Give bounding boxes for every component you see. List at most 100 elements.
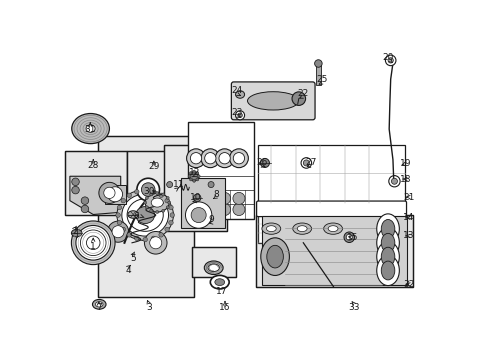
- Ellipse shape: [201, 149, 219, 168]
- Ellipse shape: [166, 181, 172, 188]
- Ellipse shape: [195, 178, 199, 181]
- Ellipse shape: [195, 172, 199, 175]
- Ellipse shape: [193, 194, 201, 202]
- Ellipse shape: [159, 193, 163, 198]
- Ellipse shape: [387, 58, 392, 63]
- Ellipse shape: [117, 190, 173, 240]
- Text: 10: 10: [190, 193, 202, 202]
- Ellipse shape: [266, 246, 283, 268]
- Ellipse shape: [192, 170, 195, 173]
- Text: 30: 30: [143, 187, 154, 196]
- Ellipse shape: [207, 264, 219, 271]
- Ellipse shape: [190, 192, 202, 204]
- Ellipse shape: [151, 189, 156, 194]
- Text: 28: 28: [87, 161, 99, 170]
- Ellipse shape: [185, 202, 211, 228]
- Bar: [98, 136, 194, 297]
- Ellipse shape: [86, 236, 100, 249]
- Ellipse shape: [107, 221, 128, 242]
- Ellipse shape: [381, 261, 394, 280]
- Polygon shape: [70, 176, 121, 215]
- Ellipse shape: [142, 188, 147, 193]
- Ellipse shape: [107, 187, 122, 202]
- Ellipse shape: [170, 213, 174, 217]
- Ellipse shape: [143, 201, 146, 204]
- Ellipse shape: [149, 209, 152, 212]
- FancyBboxPatch shape: [231, 82, 314, 120]
- Ellipse shape: [159, 233, 163, 237]
- Ellipse shape: [127, 211, 138, 218]
- Ellipse shape: [168, 220, 173, 225]
- Ellipse shape: [127, 193, 131, 198]
- Ellipse shape: [376, 228, 399, 258]
- Bar: [127, 151, 179, 215]
- Ellipse shape: [144, 231, 167, 254]
- Ellipse shape: [151, 236, 156, 240]
- Ellipse shape: [80, 230, 106, 256]
- Text: 5: 5: [130, 253, 136, 262]
- Ellipse shape: [204, 153, 216, 164]
- Text: 2: 2: [72, 227, 78, 236]
- Ellipse shape: [291, 92, 305, 105]
- Ellipse shape: [155, 211, 159, 213]
- Bar: [98, 136, 194, 297]
- Ellipse shape: [188, 175, 191, 178]
- Ellipse shape: [219, 153, 230, 164]
- Text: 23: 23: [231, 108, 243, 117]
- Ellipse shape: [266, 226, 276, 231]
- Text: 12: 12: [189, 168, 200, 177]
- Text: 32: 32: [402, 280, 414, 289]
- Ellipse shape: [218, 203, 230, 216]
- Text: 6: 6: [133, 212, 139, 221]
- Bar: [181, 179, 225, 228]
- Ellipse shape: [167, 201, 170, 204]
- Ellipse shape: [137, 178, 159, 201]
- Ellipse shape: [197, 175, 200, 178]
- Ellipse shape: [145, 193, 169, 212]
- Ellipse shape: [168, 205, 173, 210]
- Ellipse shape: [214, 279, 224, 285]
- Ellipse shape: [155, 192, 159, 195]
- Bar: [192, 247, 235, 278]
- Ellipse shape: [189, 172, 192, 175]
- Ellipse shape: [164, 198, 169, 203]
- Text: 27: 27: [305, 158, 316, 167]
- Bar: [256, 215, 412, 287]
- Bar: [262, 216, 406, 285]
- Text: 13: 13: [402, 231, 414, 240]
- Ellipse shape: [376, 214, 399, 244]
- Text: 11: 11: [172, 180, 183, 189]
- Ellipse shape: [235, 91, 244, 98]
- Ellipse shape: [122, 194, 168, 236]
- Ellipse shape: [327, 226, 337, 231]
- Ellipse shape: [297, 226, 306, 231]
- Ellipse shape: [103, 187, 115, 198]
- Text: 17: 17: [215, 287, 226, 296]
- Bar: [315, 65, 320, 85]
- Text: 16: 16: [219, 303, 230, 312]
- Ellipse shape: [72, 113, 109, 144]
- Ellipse shape: [149, 237, 162, 249]
- Ellipse shape: [72, 186, 79, 194]
- Text: 1: 1: [90, 242, 96, 251]
- Bar: [163, 145, 227, 231]
- Ellipse shape: [233, 153, 244, 164]
- Ellipse shape: [189, 178, 192, 181]
- Text: 9: 9: [208, 215, 214, 224]
- Text: 15: 15: [346, 233, 357, 242]
- Ellipse shape: [229, 149, 248, 168]
- Ellipse shape: [141, 183, 155, 196]
- Text: 33: 33: [347, 303, 359, 312]
- Ellipse shape: [381, 247, 394, 266]
- Ellipse shape: [127, 199, 163, 231]
- Ellipse shape: [189, 172, 198, 181]
- Ellipse shape: [121, 227, 125, 232]
- Ellipse shape: [99, 183, 120, 203]
- Ellipse shape: [76, 225, 110, 260]
- Text: 25: 25: [316, 75, 327, 84]
- Ellipse shape: [116, 213, 120, 217]
- Ellipse shape: [117, 205, 122, 210]
- Ellipse shape: [121, 198, 125, 203]
- Text: 14: 14: [402, 213, 414, 222]
- Bar: [258, 215, 404, 243]
